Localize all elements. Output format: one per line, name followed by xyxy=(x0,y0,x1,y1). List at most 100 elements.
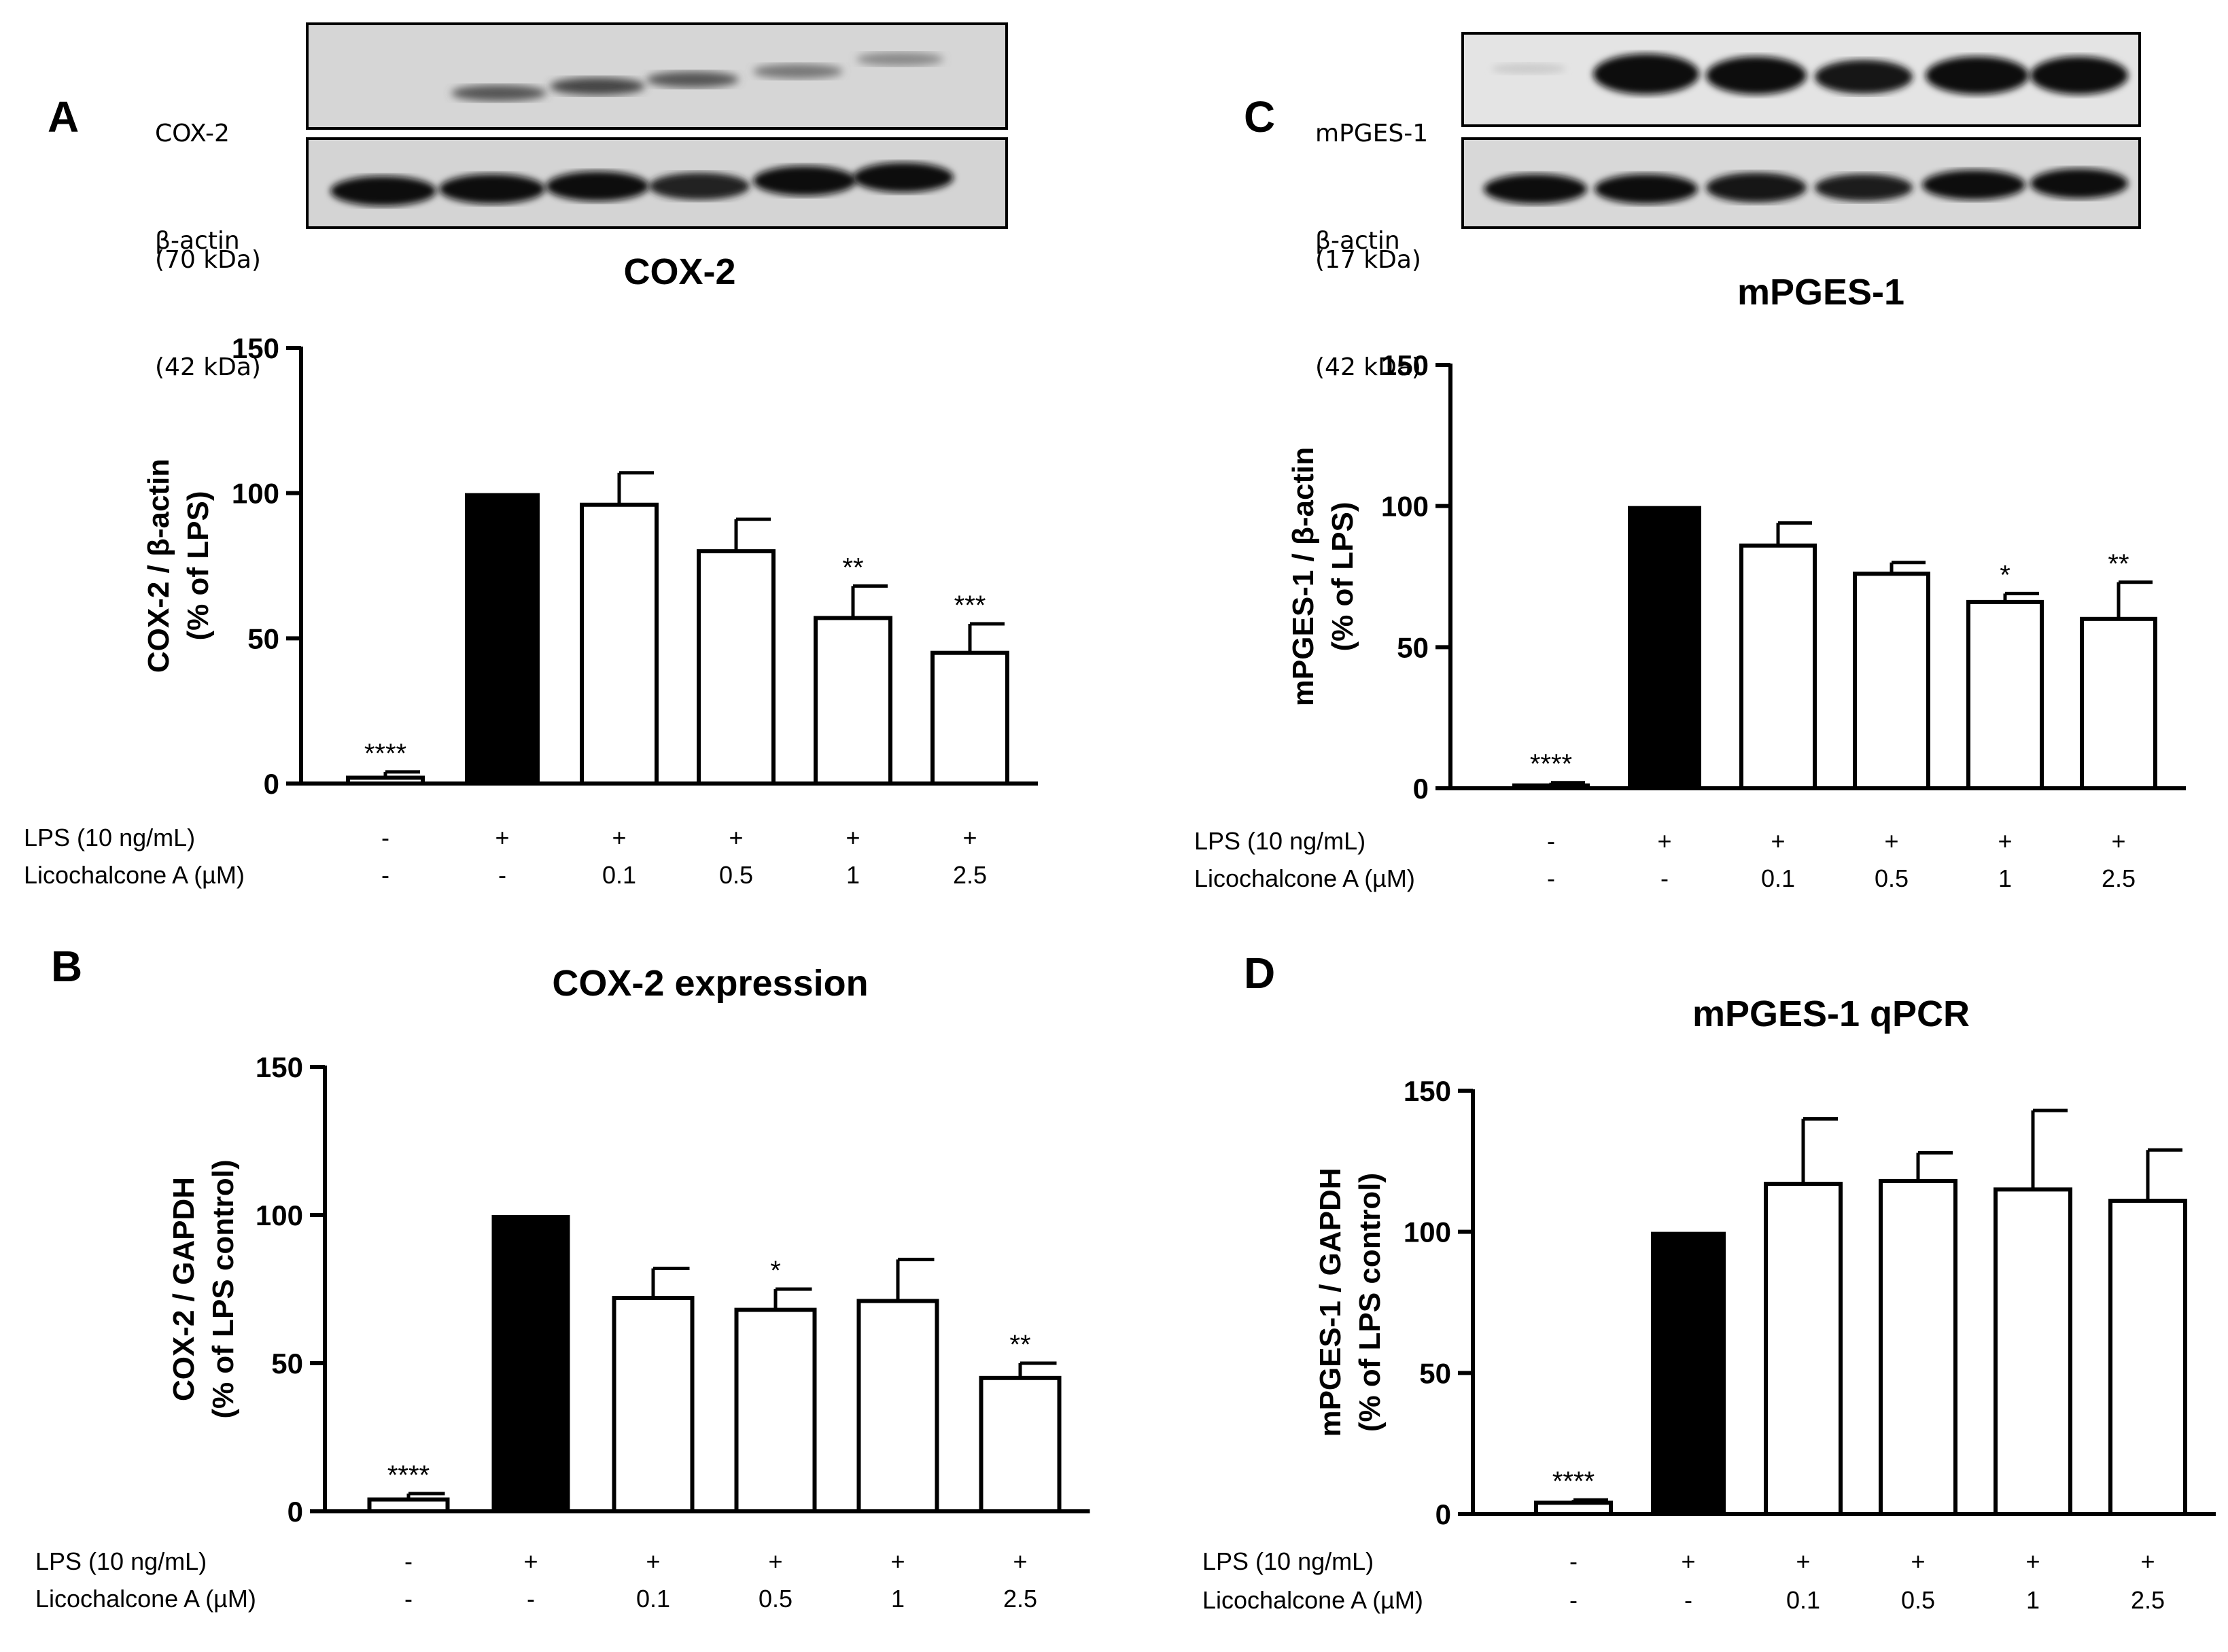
bar xyxy=(1853,572,1930,790)
y-axis-label-line: COX-2 / GAPDH xyxy=(167,1177,201,1401)
bar xyxy=(1994,1187,2072,1516)
western-blot-strip-a-target xyxy=(306,22,1008,130)
significance-marker: **** xyxy=(1530,750,1572,779)
y-tick-label: 100 xyxy=(1381,491,1429,523)
blot-label-line: (70 kDa) xyxy=(155,246,261,274)
bar xyxy=(2080,616,2157,790)
blot-row-label-c-target: mPGES-1 (17 kDa) xyxy=(1315,29,1428,323)
bar xyxy=(814,616,892,786)
y-tick-label: 100 xyxy=(232,478,279,510)
y-tick-label: 100 xyxy=(256,1199,303,1231)
y-tick-label: 150 xyxy=(256,1051,303,1083)
condition-value: - xyxy=(1547,864,1555,892)
y-axis-label-line: (% of LPS) xyxy=(1326,502,1359,652)
condition-value: 0.5 xyxy=(1901,1586,1935,1614)
condition-value: - xyxy=(1660,864,1669,892)
condition-row-label: LPS (10 ng/mL) xyxy=(24,824,195,851)
chart-title: COX-2 xyxy=(623,251,735,292)
significance-marker: * xyxy=(770,1256,781,1286)
y-tick-label: 150 xyxy=(1404,1075,1451,1107)
bar xyxy=(491,1215,570,1511)
y-axis-label: COX-2 / β-actin (% of LPS) xyxy=(142,459,215,673)
y-tick-label: 50 xyxy=(247,622,279,654)
y-tick-label: 50 xyxy=(1419,1357,1451,1389)
blot-bands xyxy=(330,162,954,206)
blot-band xyxy=(753,166,856,196)
blot-band xyxy=(1706,173,1807,203)
condition-row-label: LPS (10 ng/mL) xyxy=(1202,1547,1374,1575)
panel-letter-a: A xyxy=(48,92,80,141)
blot-band xyxy=(853,162,954,192)
y-axis-label-line: mPGES-1 / β-actin xyxy=(1287,447,1320,706)
y-tick-label: 0 xyxy=(1413,773,1429,805)
western-blot-strip-a-loading xyxy=(306,137,1008,229)
blot-label-line: COX-2 xyxy=(155,120,230,147)
condition-value: + xyxy=(1796,1547,1810,1575)
condition-value: - xyxy=(1569,1547,1578,1575)
bar xyxy=(1628,506,1701,788)
y-tick-label: 0 xyxy=(1435,1498,1451,1530)
blot-label-line: β-actin xyxy=(1315,227,1400,255)
bar xyxy=(1879,1178,1957,1516)
condition-value: + xyxy=(1998,827,2012,855)
condition-value: + xyxy=(1657,827,1671,855)
condition-value: 0.5 xyxy=(1875,864,1909,892)
bar xyxy=(1534,1500,1613,1516)
blot-row-label-a-target: COX-2 (70 kDa) xyxy=(155,29,261,323)
blot-row-label-c-loading: β-actin (42 kDa) xyxy=(1315,136,1421,431)
condition-value: - xyxy=(498,861,506,889)
condition-value: + xyxy=(612,824,626,851)
y-axis-label-line: (% of LPS control) xyxy=(1353,1173,1387,1432)
chart-title: mPGES-1 qPCR xyxy=(1692,994,1970,1034)
chart-title: COX-2 expression xyxy=(552,963,868,1004)
condition-value: + xyxy=(2025,1547,2040,1575)
y-axis-label-line: (% of LPS control) xyxy=(207,1159,240,1418)
panel-letter-d: D xyxy=(1244,949,1276,998)
blot-band xyxy=(2030,169,2128,198)
western-blot-strip-c-target xyxy=(1461,32,2141,127)
condition-row-label: Licochalcone A (µM) xyxy=(24,861,245,889)
significance-marker: * xyxy=(2000,560,2011,590)
blot-label-line: β-actin xyxy=(155,227,240,255)
blot-label-line: mPGES-1 xyxy=(1315,120,1429,147)
condition-value: 2.5 xyxy=(2102,864,2136,892)
condition-value: 0.1 xyxy=(1786,1586,1820,1614)
condition-value: + xyxy=(768,1547,782,1575)
bar xyxy=(1966,599,2044,790)
bar xyxy=(697,549,776,786)
bar xyxy=(367,1497,450,1513)
condition-value: 0.1 xyxy=(1761,864,1795,892)
condition-value: - xyxy=(381,824,389,851)
condition-value: + xyxy=(1911,1547,1925,1575)
blot-band xyxy=(1815,174,1913,201)
condition-value: - xyxy=(1569,1586,1578,1614)
condition-value: + xyxy=(646,1547,660,1575)
blot-bands xyxy=(451,52,943,101)
condition-row-label: LPS (10 ng/mL) xyxy=(1194,827,1365,855)
bar-chart-a: COX-2 COX-2 / β-actin (% of LPS) 0 50 100 150 *… xyxy=(24,251,1038,889)
condition-value: + xyxy=(2140,1547,2155,1575)
bar xyxy=(979,1375,1062,1513)
bar xyxy=(1764,1182,1843,1516)
blot-label-line: (42 kDa) xyxy=(1315,353,1421,381)
blot-band xyxy=(451,85,546,101)
blot-band xyxy=(1706,56,1807,94)
condition-row-label: Licochalcone A (µM) xyxy=(1202,1586,1423,1614)
condition-row-label: Licochalcone A (µM) xyxy=(35,1585,256,1613)
chart-title: mPGES-1 xyxy=(1737,272,1904,313)
condition-value: + xyxy=(846,824,860,851)
blot-bands xyxy=(1484,169,2128,204)
condition-value: + xyxy=(1681,1547,1695,1575)
bar xyxy=(1739,543,1817,790)
condition-value: 2.5 xyxy=(2131,1586,2165,1614)
bar xyxy=(465,493,540,784)
blot-band xyxy=(439,174,545,204)
blot-band xyxy=(856,52,943,66)
blot-band xyxy=(1491,63,1566,74)
condition-value: 1 xyxy=(891,1585,905,1613)
y-axis-label-line: mPGES-1 / GAPDH xyxy=(1314,1167,1347,1437)
y-tick-label: 50 xyxy=(271,1348,303,1379)
condition-value: 1 xyxy=(1998,864,2012,892)
bar-chart-b: COX-2 expression COX-2 / GAPDH (% of LPS c… xyxy=(35,963,1090,1613)
blot-bands xyxy=(1491,54,2128,94)
